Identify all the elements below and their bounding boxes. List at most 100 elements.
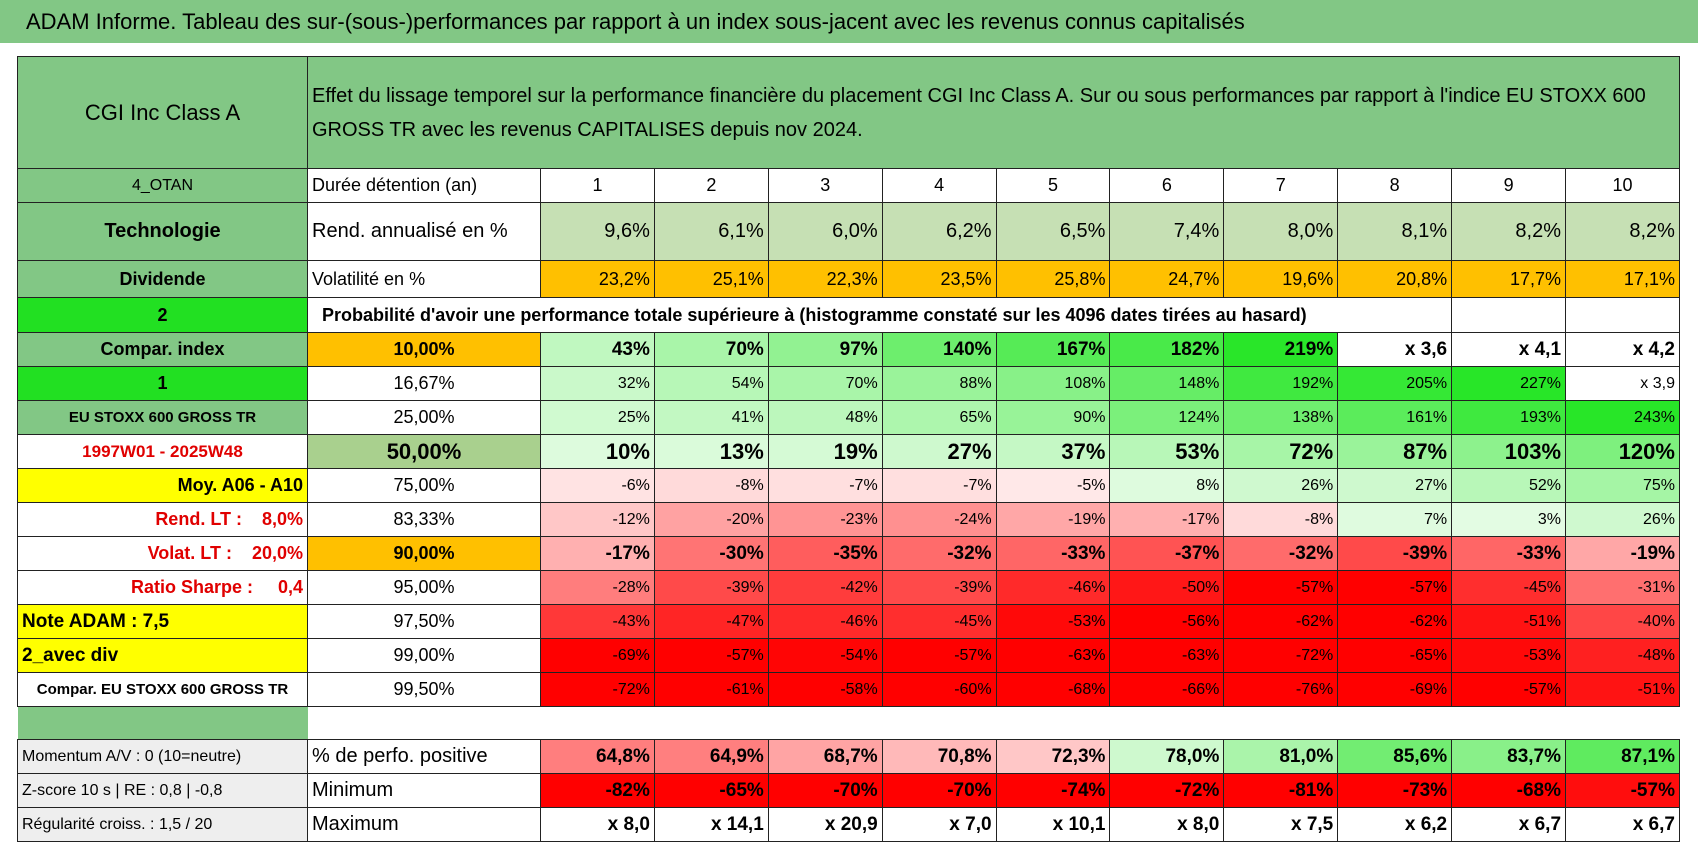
cell: Ratio Sharpe : 0,4 (17, 570, 308, 605)
cell: Moy. A06 - A10 (17, 468, 308, 503)
cell: 4 (881, 168, 997, 203)
cell: 23,5% (881, 260, 997, 298)
cell: 108% (995, 366, 1111, 401)
cell: 50,00% (307, 434, 541, 469)
cell: -46% (995, 570, 1111, 605)
cell: -17% (1109, 502, 1225, 537)
cell (1565, 297, 1680, 333)
cell: 83,7% (1451, 739, 1567, 774)
cell (1110, 707, 1224, 740)
cell: -19% (1565, 536, 1680, 571)
cell: 7 (1223, 168, 1339, 203)
cell: 90,00% (307, 536, 541, 571)
cell: -39% (881, 570, 997, 605)
cell: -66% (1109, 672, 1225, 707)
cell: 75% (1565, 468, 1680, 503)
cell: -70% (881, 773, 997, 808)
performance-table: CGI Inc Class A Effet du lissage tempore… (17, 56, 1680, 842)
cell: -33% (1451, 536, 1567, 571)
cell: 25% (540, 400, 655, 435)
cell: 8,2% (1565, 202, 1680, 261)
cell: 65% (881, 400, 997, 435)
cell: 6,0% (767, 202, 883, 261)
cell: Compar. EU STOXX 600 GROSS TR (17, 672, 308, 707)
cell: 9,6% (540, 202, 655, 261)
cell: 20,8% (1337, 260, 1453, 298)
cell: 10,00% (307, 332, 541, 367)
cell: 19,6% (1223, 260, 1339, 298)
top-row: 2 Probabilité d'avoir une performance tot… (17, 297, 1680, 333)
cell: -53% (995, 604, 1111, 639)
cell: 32% (540, 366, 655, 401)
cell: x 3,9 (1565, 366, 1680, 401)
quantile-row: Compar. index 10,00% 43% 70% 97% 140% 167% 182%… (17, 332, 1680, 367)
cell: x 14,1 (653, 807, 769, 842)
cell: 27% (881, 434, 997, 469)
cell: -19% (995, 502, 1111, 537)
cell (1224, 707, 1338, 740)
cell: x 8,0 (540, 807, 655, 842)
cell: x 20,9 (767, 807, 883, 842)
cell: -20% (653, 502, 769, 537)
cell: 7% (1337, 502, 1453, 537)
cell: 6,2% (881, 202, 997, 261)
cell: 6,1% (653, 202, 769, 261)
cell: 120% (1565, 434, 1680, 469)
cell: 3% (1451, 502, 1567, 537)
cell: 25,00% (307, 400, 541, 435)
cell: 99,00% (307, 638, 541, 673)
cell: Dividende (17, 260, 308, 298)
cell: 8 (1337, 168, 1453, 203)
cell: Volatilité en % (307, 260, 541, 298)
cell: -37% (1109, 536, 1225, 571)
cell: Probabilité d'avoir une performance tota… (306, 297, 1453, 333)
cell: 243% (1565, 400, 1680, 435)
cell: x 7,5 (1223, 807, 1339, 842)
cell: Volat. LT : 20,0% (17, 536, 308, 571)
cell: -47% (653, 604, 769, 639)
quantile-row: Rend. LT : 8,0% 83,33% -12% -20% -23% -24% -19… (17, 502, 1680, 537)
cell: 1 (540, 168, 655, 203)
cell: 4_OTAN (17, 168, 308, 203)
cell: 75,00% (307, 468, 541, 503)
spacer-row (17, 706, 1680, 740)
cell: 64,8% (540, 739, 655, 774)
cell: -31% (1565, 570, 1680, 605)
cell: 48% (767, 400, 883, 435)
summary-row: Régularité croiss. : 1,5 / 20 Maximum x 8,… (17, 807, 1680, 842)
cell: x 6,2 (1337, 807, 1453, 842)
cell (654, 707, 768, 740)
cell: 182% (1109, 332, 1225, 367)
cell: 205% (1337, 366, 1453, 401)
cell (308, 707, 541, 740)
cell: 68,7% (767, 739, 883, 774)
cell: -35% (767, 536, 883, 571)
cell: EU STOXX 600 GROSS TR (17, 400, 308, 435)
cell: -57% (1223, 570, 1339, 605)
cell: % de perfo. positive (307, 739, 541, 774)
cell: -24% (881, 502, 997, 537)
cell: -51% (1565, 672, 1680, 707)
cell: -57% (1565, 773, 1680, 808)
cell: 90% (995, 400, 1111, 435)
cell: -60% (881, 672, 997, 707)
cell: x 4,2 (1565, 332, 1680, 367)
cell: x 3,6 (1337, 332, 1453, 367)
cell: 99,50% (307, 672, 541, 707)
cell: 72% (1223, 434, 1339, 469)
cell: -53% (1451, 638, 1567, 673)
cell: 97% (767, 332, 883, 367)
cell: -32% (1223, 536, 1339, 571)
cell: 167% (995, 332, 1111, 367)
cell (17, 706, 308, 740)
cell: 192% (1223, 366, 1339, 401)
cell: -72% (540, 672, 655, 707)
cell: x 10,1 (995, 807, 1111, 842)
cell: -57% (881, 638, 997, 673)
cell: -57% (1337, 570, 1453, 605)
cell: -72% (1223, 638, 1339, 673)
cell: -65% (653, 773, 769, 808)
cell: -73% (1337, 773, 1453, 808)
cell: 97,50% (307, 604, 541, 639)
